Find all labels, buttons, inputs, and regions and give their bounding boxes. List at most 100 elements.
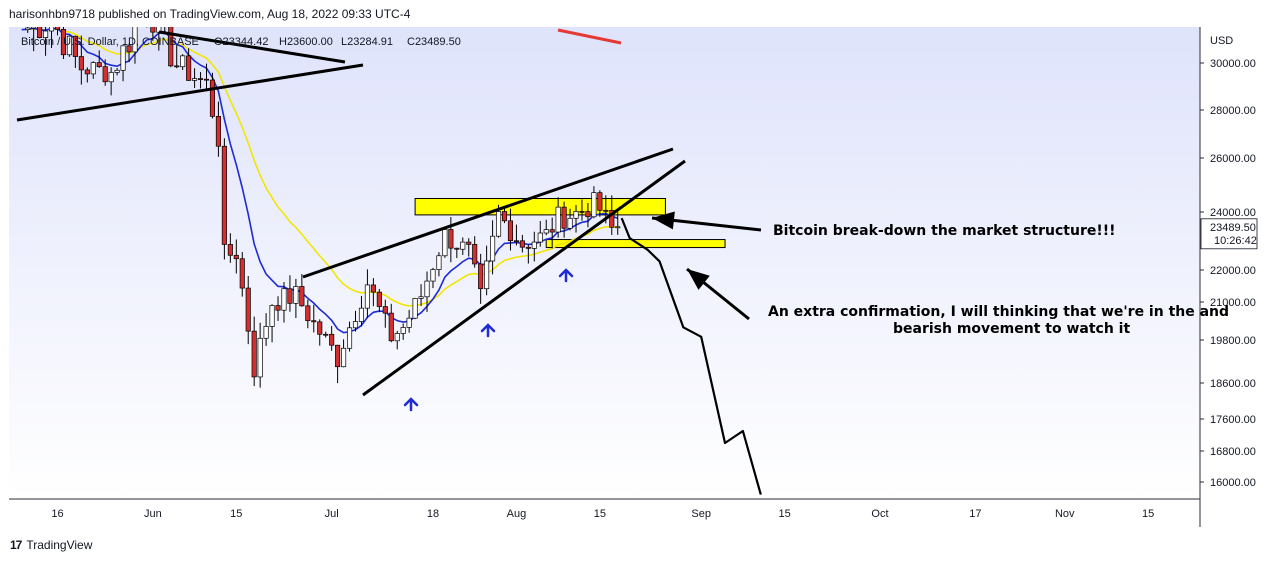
candle-body — [382, 306, 388, 314]
candle-body — [376, 291, 382, 307]
candle-body — [31, 27, 37, 29]
up-arrow-icon — [480, 323, 496, 338]
candle-body — [287, 288, 293, 304]
candle-body — [549, 229, 555, 233]
candle-body — [519, 240, 525, 248]
candle-body — [221, 145, 227, 245]
candle-body — [406, 317, 412, 328]
candle-body — [346, 327, 353, 349]
candle-body — [203, 78, 210, 81]
candle-body — [269, 305, 275, 327]
candle-body — [174, 65, 180, 68]
price-chart[interactable]: Bitcoin break-down the market structure!… — [9, 27, 1271, 527]
candle-body — [329, 333, 335, 346]
candle-body — [180, 55, 186, 68]
candle-body — [197, 78, 204, 80]
candle-body — [507, 220, 514, 242]
candle-body — [364, 284, 370, 309]
candle-body — [150, 27, 156, 33]
x-tick-label: Sep — [691, 508, 711, 520]
candle-body — [37, 27, 43, 39]
candle-body — [412, 298, 418, 319]
legend-symbol: Bitcoin / U.S. Dollar, 1D, COINBASE — [21, 36, 199, 48]
breakdown-arrow — [651, 211, 762, 232]
candle-body — [501, 211, 508, 222]
legend-open: O23344.42 — [214, 36, 268, 48]
candle-body — [591, 192, 597, 218]
x-tick-label: 15 — [778, 508, 790, 520]
candle-body — [442, 229, 448, 257]
candle-body — [168, 27, 174, 67]
candle-body — [603, 209, 609, 212]
chart-area[interactable]: Bitcoin break-down the market structure!… — [9, 27, 1271, 527]
candle-body — [43, 30, 49, 39]
candle-body — [25, 27, 31, 31]
candle-body — [299, 286, 305, 307]
candle-body — [495, 211, 502, 237]
candle-body — [448, 229, 454, 249]
y-tick-label: 22000.00 — [1210, 265, 1256, 277]
candle-body — [484, 260, 490, 290]
last-price-value: 23489.50 — [1210, 222, 1256, 234]
candle-body — [281, 288, 287, 311]
candle-body — [478, 263, 484, 290]
candle-body — [72, 35, 78, 57]
x-tick-label: Oct — [871, 508, 888, 520]
candle-body — [108, 72, 114, 83]
candle-body — [233, 254, 239, 260]
candle-body — [430, 269, 436, 282]
y-tick-label: 16800.00 — [1210, 446, 1256, 458]
candle-body — [370, 284, 376, 293]
y-tick-label: 26000.00 — [1210, 153, 1256, 165]
candle-body — [311, 320, 317, 323]
triangle-lower-trendline — [16, 63, 364, 122]
triangle-upper-trendline — [158, 30, 346, 64]
legend-high: H23600.00 — [279, 36, 333, 48]
candle-body — [96, 62, 102, 68]
candle-body — [585, 211, 591, 218]
legend-close: C23489.50 — [407, 36, 461, 48]
y-tick-label: 18600.00 — [1210, 378, 1256, 390]
arrow-head — [687, 269, 710, 290]
candle-body — [186, 55, 192, 81]
candle-body — [358, 307, 365, 322]
y-tick-label: 24000.00 — [1210, 207, 1256, 219]
x-tick-label: 16 — [51, 508, 63, 520]
candle-body — [251, 330, 257, 378]
support-zone — [545, 239, 726, 249]
candle-body — [597, 192, 603, 211]
candle-body — [227, 244, 233, 256]
candle-body — [78, 56, 84, 71]
currency-label: USD — [1210, 35, 1233, 47]
candle-body — [537, 232, 543, 243]
candle-body — [436, 255, 442, 270]
candle-body — [531, 241, 537, 249]
candle-body — [609, 210, 615, 228]
candle-body — [305, 305, 311, 322]
candle-body — [126, 45, 132, 53]
projection-path — [620, 217, 762, 495]
plot-background — [9, 27, 1200, 499]
confirmation-arrow — [686, 267, 750, 321]
candle-body — [156, 27, 162, 33]
last-price-countdown: 10:26:42 — [1214, 235, 1257, 247]
candle-body — [543, 229, 549, 234]
y-tick-label: 16000.00 — [1210, 477, 1256, 489]
candle-body — [454, 247, 460, 250]
x-tick-label: Jun — [144, 508, 162, 520]
candle-body — [561, 206, 567, 229]
x-tick-label: 15 — [230, 508, 242, 520]
candle-body — [335, 344, 341, 368]
annotation-bearish-text: bearish movement to watch it — [893, 321, 1130, 337]
candle-body — [472, 244, 478, 265]
candle-body — [192, 78, 198, 81]
y-tick-label: 19800.00 — [1210, 335, 1256, 347]
x-tick-label: 18 — [427, 508, 439, 520]
candle-body — [388, 312, 394, 342]
candle-body — [567, 217, 573, 229]
x-tick-label: Nov — [1055, 508, 1075, 520]
candle-body — [48, 27, 55, 32]
last-price-badge — [1200, 218, 1258, 250]
legend-low: L23284.91 — [341, 36, 393, 48]
x-tick-label: 15 — [594, 508, 606, 520]
